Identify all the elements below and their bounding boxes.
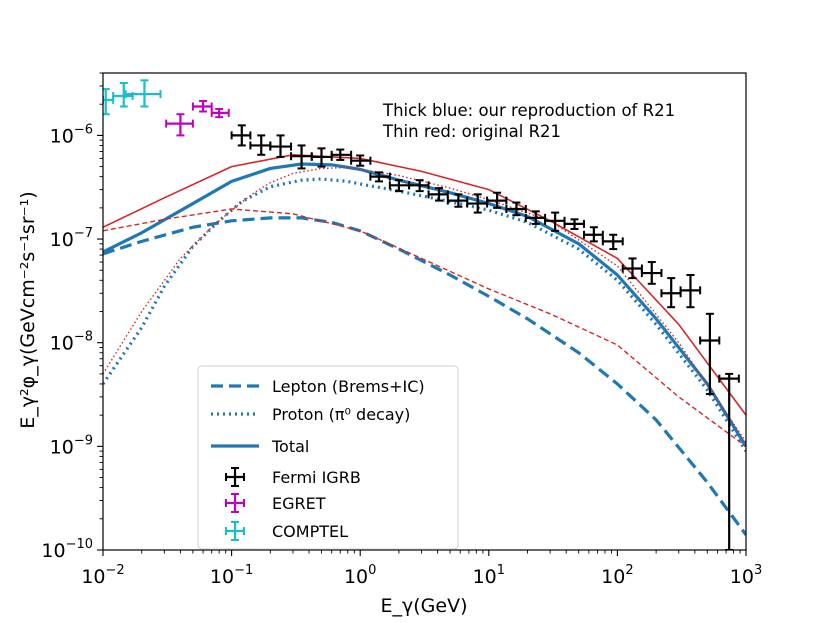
y-tick-label: 10−8: [50, 330, 93, 355]
x-tick-label: 10−1: [210, 563, 253, 588]
comptel-point: [124, 79, 162, 108]
fermi-point: [621, 257, 643, 280]
legend-label: Total: [271, 437, 309, 456]
x-axis: 10−2 10−1 100 101 102 103: [81, 550, 762, 588]
series-lines: [103, 153, 746, 536]
legend-label: COMPTEL: [272, 522, 348, 541]
egret-point: [210, 107, 230, 119]
fermi-point: [505, 201, 527, 217]
fermi-point: [350, 154, 372, 167]
egret-point: [191, 99, 213, 113]
fermi-point: [330, 148, 353, 161]
legend-item: Fermi IGRB: [225, 467, 361, 487]
legend: Lepton (Brems+IC) Proton (π⁰ decay) Total F…: [197, 365, 459, 550]
x-tick-label: 100: [344, 563, 376, 588]
legend-item: Proton (π⁰ decay): [211, 405, 410, 424]
fermi-point: [660, 277, 682, 309]
fermi-point: [679, 273, 702, 309]
annotation-line-2: Thin red: original R21: [382, 122, 561, 141]
legend-item: Lepton (Brems+IC): [211, 377, 425, 396]
legend-label: Fermi IGRB: [272, 468, 361, 487]
x-tick-label: 102: [601, 563, 633, 588]
egret-point: [165, 113, 194, 137]
legend-item: Total: [211, 437, 309, 456]
y-tick-label: 10−7: [50, 226, 93, 251]
fermi-point: [408, 179, 430, 193]
y-tick-label: 10−6: [50, 122, 93, 147]
series-original-dashed-thin: [103, 208, 746, 447]
x-tick-label: 10−2: [81, 563, 124, 588]
x-tick-label: 103: [730, 563, 762, 588]
annotation-line-1: Thick blue: our reproduction of R21: [382, 101, 675, 120]
fermi-point: [466, 193, 489, 214]
legend-item: COMPTEL: [225, 521, 348, 541]
fermi-point: [583, 226, 604, 243]
legend-label: Lepton (Brems+IC): [272, 377, 425, 396]
series-original-solid-thin: [103, 153, 746, 416]
fermi-point: [249, 134, 272, 156]
fermi-point: [718, 372, 740, 550]
fermi-point: [640, 261, 663, 285]
fermi-point: [427, 187, 449, 202]
series-original-dotted-thin: [103, 166, 746, 443]
series-reproduction-dotted-thick: [103, 177, 746, 452]
x-axis-label: E_γ(GeV): [381, 595, 468, 617]
legend-label: EGRET: [272, 494, 326, 513]
fermi-point: [369, 171, 391, 183]
x-tick-label: 101: [473, 563, 505, 588]
y-tick-label: 10−10: [41, 537, 93, 562]
fermi-point: [269, 134, 293, 158]
legend-box: [197, 365, 459, 550]
data-points: [103, 79, 740, 550]
fermi-point: [601, 233, 624, 251]
fermi-point: [563, 218, 586, 231]
y-axis: 10−10 10−9 10−8 10−7 10−6: [41, 72, 103, 562]
fermi-point: [486, 191, 508, 209]
fermi-point: [699, 312, 721, 395]
y-tick-label: 10−9: [50, 433, 93, 458]
legend-label: Proton (π⁰ decay): [272, 405, 410, 424]
fermi-point: [230, 124, 252, 147]
fermi-point: [290, 144, 313, 170]
legend-item: EGRET: [225, 493, 326, 513]
y-axis-label: E_γ²φ_γ(GeVcm⁻²s⁻¹sr⁻¹): [17, 191, 39, 428]
